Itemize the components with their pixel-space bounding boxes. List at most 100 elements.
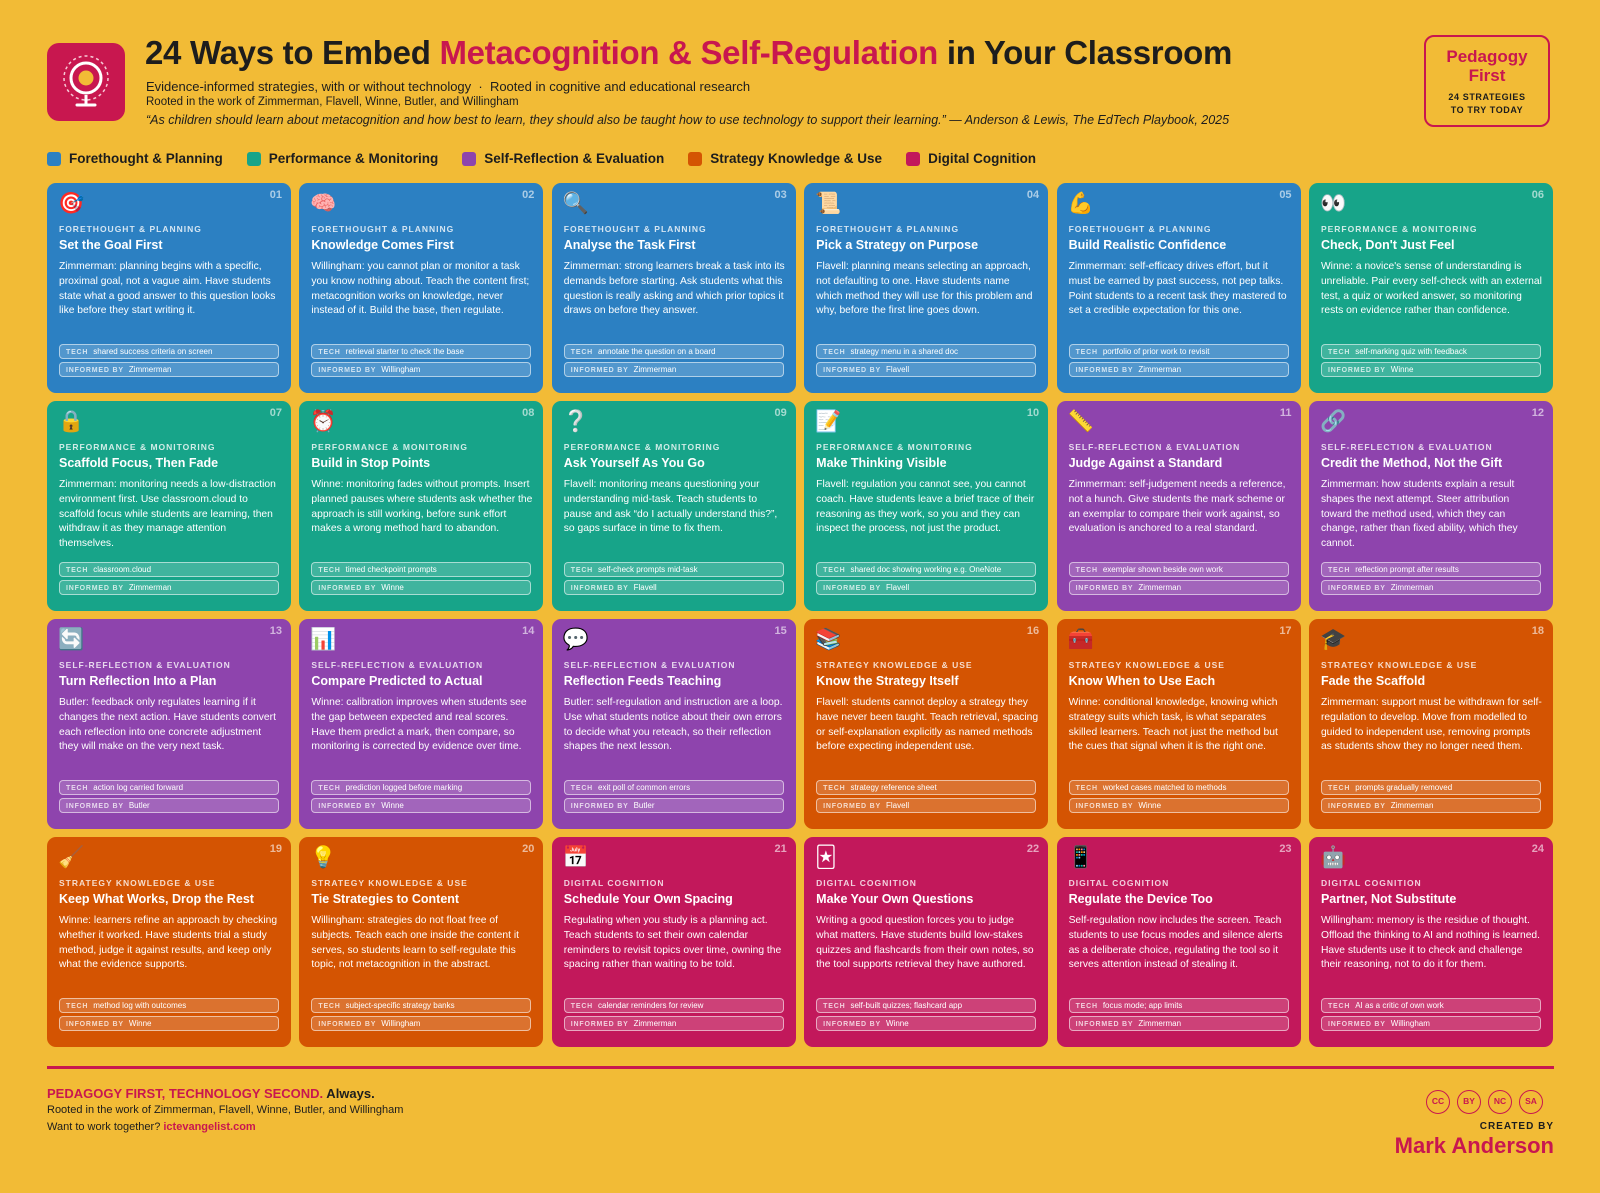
contact-text: Want to work together? [47,1121,164,1133]
card-category: PERFORMANCE & MONITORING [1320,224,1478,234]
card-tech: TECH prompts gradually removed [1320,780,1541,795]
pill-text: timed checkpoint prompts [345,565,437,574]
card-tech: TECH shared success criteria on screen [59,344,279,359]
card-title: Ask Yourself As You Go [563,456,705,470]
pill-label: INFORMED BY [570,1021,629,1028]
card-informed: INFORMED BY Zimmerman [1068,1016,1289,1031]
pill-text: method log with outcomes [93,1001,187,1010]
subtitle: Evidence-informed strategies, with or wi… [146,79,751,94]
pill-label: INFORMED BY [570,803,629,810]
contact-link[interactable]: ictevangelist.com [163,1121,256,1133]
card-title: Keep What Works, Drop the Rest [59,892,254,906]
card-informed: INFORMED BY Zimmerman [563,1016,784,1031]
strategy-card: 🔍 03 FORETHOUGHT & PLANNING Analyse the Tas… [551,183,796,393]
card-icon: 💡 [310,846,337,869]
pill-text: subject-specific strategy banks [345,1001,455,1010]
pill-text: self-built quizzes; flashcard app [850,1001,963,1010]
card-informed: INFORMED BY Zimmerman [59,580,279,595]
legend-item: Performance & Monitoring [246,151,438,166]
card-number: 20 [522,843,535,855]
strategy-card: 💡 20 STRATEGY KNOWLEDGE & USE Tie Strategie… [299,837,544,1047]
card-title: Check, Don't Just Feel [1320,238,1455,252]
pill-text: Zimmerman [633,365,677,374]
motto-end: Always. [323,1086,375,1101]
card-title: Knowledge Comes First [311,238,454,252]
card-informed: INFORMED BY Flavell [816,362,1037,377]
legend-label: Strategy Knowledge & Use [710,151,883,166]
card-number: 15 [774,625,787,637]
card-tech: TECH focus mode; app limits [1068,998,1289,1013]
card-informed: INFORMED BY Zimmerman [1068,580,1289,595]
pill-text: Butler [128,801,150,810]
pill-text: Zimmerman [1390,801,1434,810]
card-number: 06 [1531,189,1544,201]
pill-text: focus mode; app limits [1102,1001,1183,1010]
pill-label: TECH [318,1003,341,1010]
card-body: Willingham: you cannot plan or monitor a… [311,261,530,317]
card-icon: 🎓 [1319,628,1347,651]
card-icon: 💪 [1067,192,1094,215]
strategy-card: 💬 15 SELF-REFLECTION & EVALUATION Reflectio… [551,619,796,829]
pill-label: INFORMED BY [823,803,881,810]
card-informed: INFORMED BY Butler [563,798,784,813]
pill-label: TECH [318,785,341,792]
pill-text: Winne [381,801,404,810]
card-number: 13 [269,625,282,637]
card-title: Build in Stop Points [311,456,431,470]
card-informed: INFORMED BY Flavell [816,798,1037,813]
card-title: Judge Against a Standard [1068,456,1223,470]
pill-text: strategy reference sheet [850,783,937,792]
licence-badge: BY [1457,1090,1481,1114]
pill-text: Zimmerman [633,1019,677,1028]
card-title: Turn Reflection Into a Plan [59,674,217,688]
pill-text: Flavell [885,801,910,810]
card-informed: INFORMED BY Flavell [816,580,1037,595]
card-number: 12 [1531,407,1544,419]
strategy-card: 🧠 02 FORETHOUGHT & PLANNING Knowledge Comes… [299,183,544,393]
card-icon: ❔ [562,410,589,433]
strategy-card: 🔗 12 SELF-REFLECTION & EVALUATION Credit th… [1308,401,1553,611]
card-body: Willingham: memory is the residue of tho… [1320,915,1541,971]
card-body: Zimmerman: how students explain a result… [1320,479,1518,550]
pill-label: TECH [1327,1003,1351,1010]
card-informed: INFORMED BY Winne [311,580,532,595]
card-number: 08 [522,407,535,419]
pill-text: Winne [128,1019,152,1028]
pill-label: TECH [66,1003,89,1010]
card-title: Analyse the Task First [563,238,696,252]
card-tech: TECH self-built quizzes; flashcard app [816,998,1037,1013]
card-number: 19 [269,843,282,855]
pill-label: INFORMED BY [1075,585,1134,592]
card-informed: INFORMED BY Willingham [311,1016,532,1031]
pill-text: Winne [381,583,404,592]
pill-label: TECH [570,567,594,574]
card-informed: INFORMED BY Zimmerman [1068,362,1289,377]
card-category: DIGITAL COGNITION [1068,878,1170,888]
pill-text: Winne [1138,801,1162,810]
card-category: STRATEGY KNOWLEDGE & USE [59,878,216,888]
pill-label: INFORMED BY [1075,1021,1134,1028]
strategy-card: 🔄 13 SELF-REFLECTION & EVALUATION Turn Refl… [47,619,291,829]
card-informed: INFORMED BY Winne [816,1016,1037,1031]
card-category: FORETHOUGHT & PLANNING [816,224,960,234]
pill-label: TECH [823,567,846,574]
legend-label: Digital Cognition [928,151,1037,166]
footer-roots: Rooted in the work of Zimmerman, Flavell… [47,1104,404,1116]
card-number: 17 [1279,625,1292,637]
card-number: 18 [1531,625,1544,637]
card-informed: INFORMED BY Zimmerman [59,362,279,377]
card-category: SELF-REFLECTION & EVALUATION [563,660,736,670]
card-number: 07 [269,407,282,419]
legend-item: Forethought & Planning [47,151,223,166]
card-body: Self-regulation now includes the screen.… [1068,915,1283,971]
card-body: Zimmerman: planning begins with a specif… [59,261,276,317]
pill-text: exit poll of common errors [598,783,691,792]
pill-text: portfolio of prior work to revisit [1102,347,1210,356]
card-category: DIGITAL COGNITION [563,878,665,888]
card-tech: TECH exemplar shown beside own work [1068,562,1289,577]
pill-text: reflection prompt after results [1355,565,1459,574]
card-body: Zimmerman: self-judgement needs a refere… [1068,479,1286,535]
card-title: Credit the Method, Not the Gift [1320,456,1503,470]
licence-badge: SA [1519,1090,1543,1114]
